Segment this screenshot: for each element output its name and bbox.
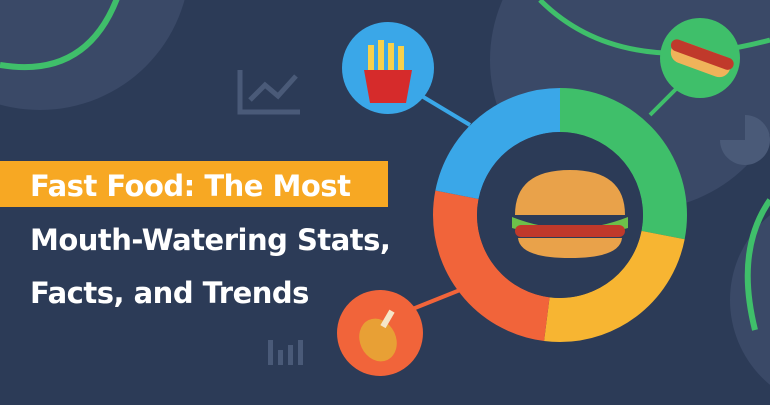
bg-circle <box>0 0 185 110</box>
faint-bar-icon <box>268 340 303 365</box>
title-line: Facts, and Trends <box>30 276 309 310</box>
faint-pie-icon <box>720 115 770 165</box>
title-highlight <box>0 161 388 207</box>
bg-arc <box>744 198 770 331</box>
burger <box>512 170 628 258</box>
connector <box>418 93 472 127</box>
title-line: Fast Food: The Most <box>30 169 351 203</box>
title-line: Mouth-Watering Stats, <box>30 223 390 257</box>
chicken <box>359 309 397 362</box>
bg-arc <box>0 0 120 71</box>
faint-chart-icon <box>237 70 300 115</box>
connector <box>648 83 682 117</box>
connector <box>409 288 461 312</box>
hotdog <box>670 39 734 78</box>
fries <box>364 40 412 103</box>
donut <box>433 88 687 342</box>
